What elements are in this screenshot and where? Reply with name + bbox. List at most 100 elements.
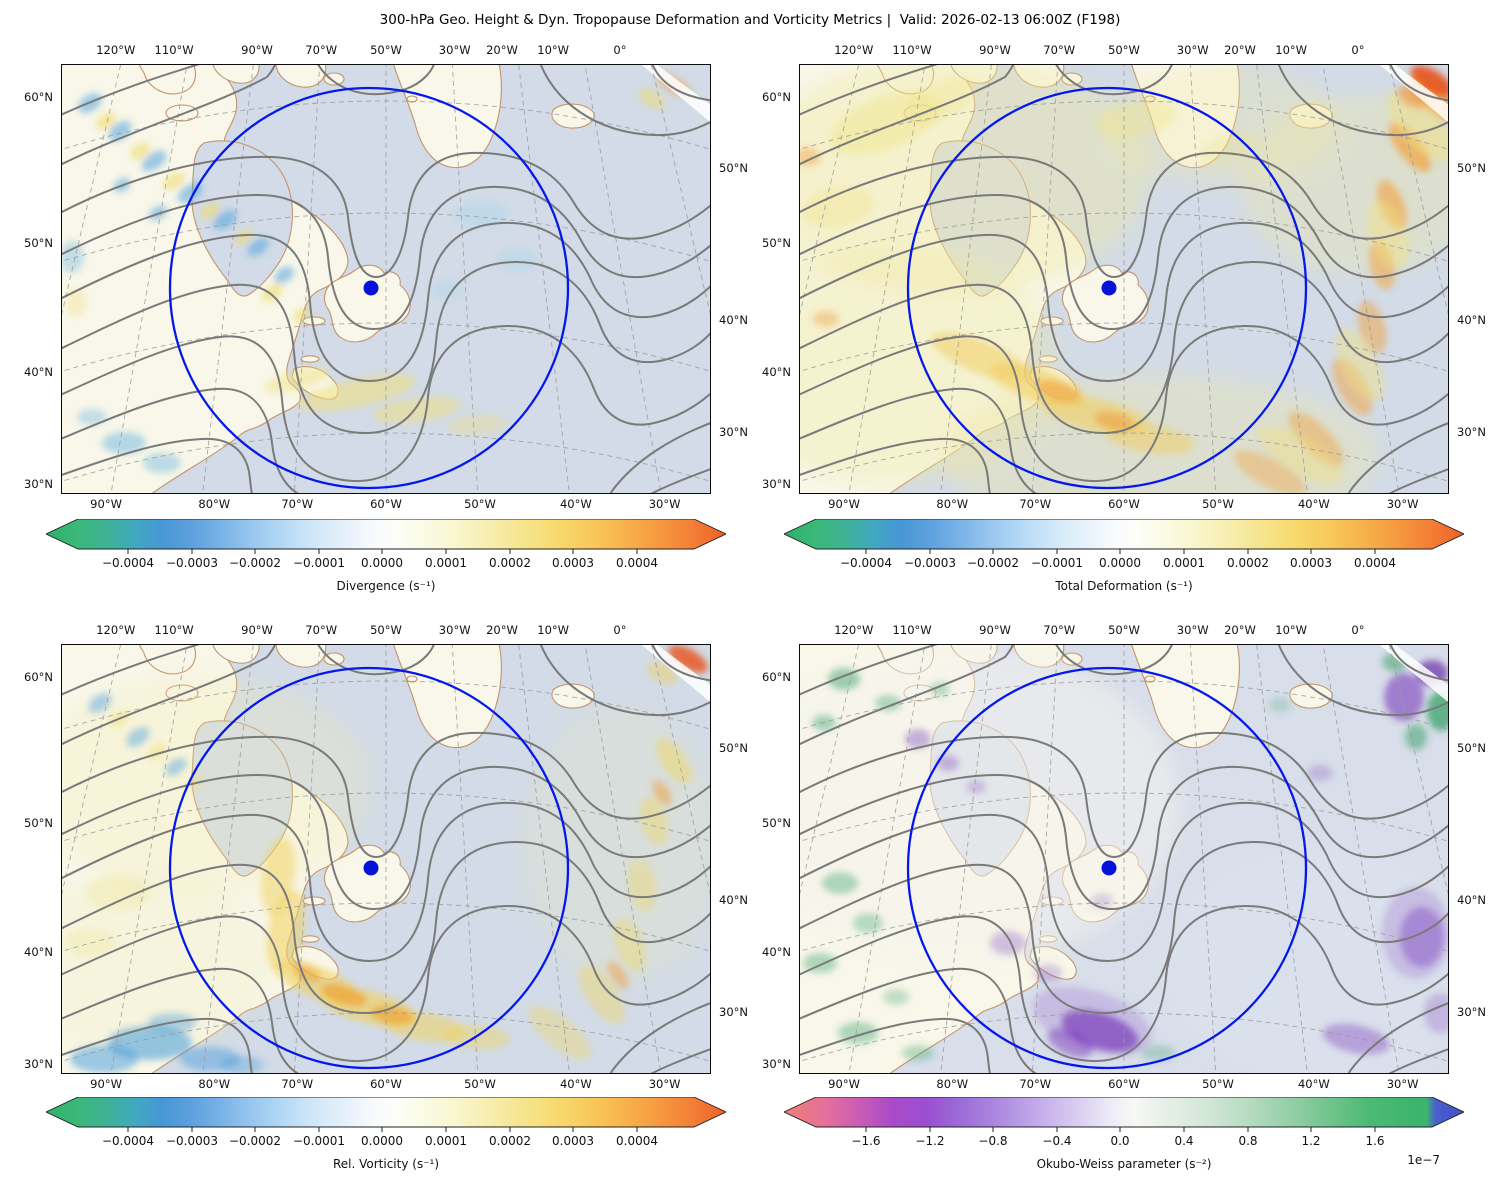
colorbar-tick-label: −0.0002	[228, 1134, 282, 1148]
axis-right-tick-label: 50°N	[719, 741, 748, 756]
axis-right-tick-label: 30°N	[719, 424, 748, 439]
colorbar-tick-label: −1.6	[851, 1134, 881, 1148]
axis-top-tick-label: 0°	[1351, 623, 1365, 637]
axis-bottom-tick-label: 60°W	[1108, 497, 1140, 511]
colorbar-tick-label: 0.0002	[1227, 556, 1269, 570]
axis-bottom-tick-label: 70°W	[281, 1077, 314, 1091]
axis-top-tick-label: 30°W	[438, 623, 471, 637]
colorbar-tick-labels: −0.0004 −0.0003 −0.0002 −0.0001 0.0000 0.0001…	[46, 556, 726, 572]
axis-bottom-tick-label: 90°W	[828, 497, 860, 511]
axis-right-tick-label: 50°N	[1457, 161, 1486, 176]
map-divergence	[61, 64, 711, 494]
colorbar-tick-label: 0.0000	[361, 1134, 403, 1148]
colorbar-tick-labels: −0.0004 −0.0003 −0.0002 −0.0001 0.0000 0.0001…	[46, 1134, 726, 1150]
axis-top-tick-label: 110°W	[154, 623, 194, 637]
axis-bottom-tick-label: 60°W	[370, 1077, 402, 1091]
okubo-weiss-fill-field	[803, 653, 1448, 1061]
axis-bottom-tick-label: 80°W	[198, 1077, 231, 1091]
axis-bottom-tick-label: 30°W	[648, 1077, 681, 1091]
map-okubo-weiss	[799, 644, 1449, 1074]
axis-bottom-tick-label: 30°W	[1386, 497, 1419, 511]
axis-top-tick-label: 10°W	[537, 43, 570, 57]
colorbar-tick-label: 0.0002	[489, 556, 531, 570]
axis-right-tick-label: 40°N	[1457, 893, 1486, 908]
figure-title: 300-hPa Geo. Height & Dyn. Tropopause De…	[379, 12, 1121, 28]
map-rel-vorticity	[61, 644, 711, 1074]
axis-top-tick-label: 20°W	[486, 43, 518, 57]
axis-bottom-tick-label: 90°W	[828, 1077, 860, 1091]
colorbar-tick-label: 1.2	[1301, 1134, 1321, 1148]
axis-bottom-tick-label: 90°W	[90, 1077, 122, 1091]
axis-bottom-tick-label: 50°W	[1202, 497, 1234, 511]
colorbar-tick-label: −0.0003	[165, 556, 219, 570]
axis-bottom-tick-label: 80°W	[198, 497, 231, 511]
axis-top-tick-label: 10°W	[1275, 623, 1308, 637]
axis-top-tick-label: 30°W	[1176, 43, 1209, 57]
colorbar-tick-label: −0.0001	[292, 1134, 346, 1148]
axis-bottom-tick-label: 40°W	[1297, 1077, 1330, 1091]
axis-bottom-tick-label: 60°W	[370, 497, 402, 511]
colorbar-gradient	[46, 519, 726, 554]
colorbar-okubo-weiss: −1.6 −1.2 −0.8 −0.4 0.0 0.4 0.8 1.2 1.6 Okubo-We…	[784, 1097, 1464, 1181]
axis-right-tick-label: 40°N	[1457, 313, 1486, 328]
colorbar-divergence: −0.0004 −0.0003 −0.0002 −0.0001 0.0000 0.0001…	[46, 519, 726, 603]
vorticity-fill-field	[66, 645, 708, 1073]
axis-top-tick-label: 110°W	[892, 43, 932, 57]
axis-bottom-tick-label: 70°W	[1019, 1077, 1052, 1091]
axis-top-tick-label: 90°W	[241, 623, 273, 637]
axis-top-tick-label: 70°W	[1043, 43, 1076, 57]
axis-top-tick-label: 10°W	[1275, 43, 1308, 57]
axis-bottom-tick-label: 80°W	[936, 1077, 969, 1091]
colorbar-tick-label: 0.0001	[425, 1134, 467, 1148]
colorbar-tick-label: −0.0004	[839, 556, 893, 570]
colorbar-tick-label: −0.0003	[165, 1134, 219, 1148]
axis-left-tick-label: 30°N	[762, 1057, 791, 1071]
axis-bottom-tick-label: 40°W	[1297, 497, 1330, 511]
colorbar-tick-label: −0.0004	[101, 1134, 155, 1148]
axis-top-tick-label: 0°	[613, 623, 627, 637]
axis-top-tick-label: 120°W	[834, 43, 874, 57]
axis-bottom-tick-label: 50°W	[464, 497, 496, 511]
colorbar-tick-label: −0.0001	[292, 556, 346, 570]
axis-top-tick-label: 70°W	[305, 623, 338, 637]
axis-top-tick-label: 20°W	[1224, 623, 1256, 637]
axis-bottom-tick-label: 80°W	[936, 497, 969, 511]
axis-left-tick-label: 50°N	[24, 816, 53, 831]
colorbar-label: Total Deformation (s⁻¹)	[1055, 579, 1193, 593]
axis-top-longitude-labels: 120°W 110°W 90°W 70°W 50°W 30°W 20°W 10°W 0°	[62, 43, 710, 59]
axis-top-tick-label: 70°W	[305, 43, 338, 57]
axis-top-tick-label: 30°W	[1176, 623, 1209, 637]
axis-top-longitude-labels: 120°W 110°W 90°W 70°W 50°W 30°W 20°W 10°W 0°	[800, 623, 1448, 639]
colorbar-label: Rel. Vorticity (s⁻¹)	[332, 1157, 440, 1171]
axis-left-tick-label: 30°N	[762, 477, 791, 491]
colorbar-gradient	[784, 1097, 1464, 1132]
colorbar-rel-vorticity: −0.0004 −0.0003 −0.0002 −0.0001 0.0000 0.0001…	[46, 1097, 726, 1181]
colorbar-tick-label: −0.4	[1042, 1134, 1072, 1148]
colorbar-tick-label: 0.0001	[425, 556, 467, 570]
axis-left-tick-label: 60°N	[24, 670, 53, 685]
colorbar-tick-label: 0.0003	[552, 556, 594, 570]
axis-right-tick-label: 50°N	[719, 161, 748, 176]
panel-total-deformation: 120°W 110°W 90°W 70°W 50°W 30°W 20°W 10°W 0° 90°…	[762, 43, 1486, 511]
axis-top-tick-label: 120°W	[96, 623, 136, 637]
axis-top-tick-label: 50°W	[370, 43, 402, 57]
colorbar-gradient	[46, 1097, 726, 1132]
axis-top-tick-label: 0°	[1351, 43, 1365, 57]
axis-right-tick-label: 40°N	[719, 893, 748, 908]
axis-right-tick-label: 30°N	[1457, 1004, 1486, 1019]
colorbar-tick-labels: −0.0004 −0.0003 −0.0002 −0.0001 0.0000 0.0001…	[784, 556, 1464, 572]
axis-bottom-tick-label: 70°W	[1019, 497, 1052, 511]
axis-top-tick-label: 50°W	[370, 623, 402, 637]
axis-bottom-tick-label: 60°W	[1108, 1077, 1140, 1091]
colorbar-tick-label: 0.0002	[489, 1134, 531, 1148]
colorbar-offset-text: 1e−7	[1407, 1153, 1440, 1167]
axis-top-tick-label: 70°W	[1043, 623, 1076, 637]
axis-left-tick-label: 60°N	[762, 670, 791, 685]
colorbar-label: Divergence (s⁻¹)	[336, 579, 436, 593]
axis-left-tick-label: 30°N	[24, 477, 53, 491]
axis-bottom-longitude-labels: 90°W 80°W 70°W 60°W 50°W 40°W 30°W	[62, 1077, 710, 1093]
axis-bottom-tick-label: 30°W	[648, 497, 681, 511]
axis-bottom-tick-label: 90°W	[90, 497, 122, 511]
axis-top-tick-label: 110°W	[892, 623, 932, 637]
axis-top-tick-label: 90°W	[979, 623, 1011, 637]
